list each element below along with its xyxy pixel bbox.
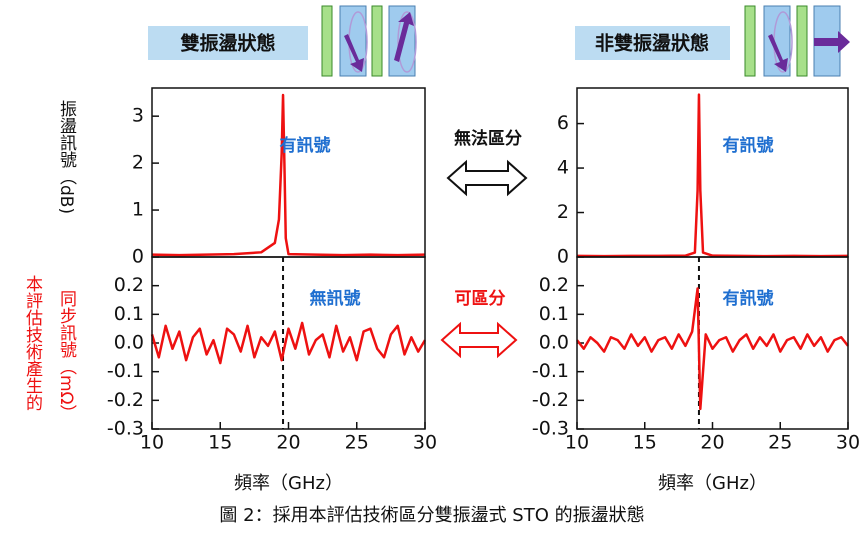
compare-top: 無法區分 bbox=[454, 128, 522, 149]
x-axis-label: 頻率（GHz） bbox=[658, 473, 767, 494]
y-tick-label: -0.3 bbox=[532, 418, 569, 440]
y-tick-label: -0.3 bbox=[107, 418, 144, 440]
y-tick-label: -0.1 bbox=[107, 360, 144, 382]
double-arrow bbox=[446, 159, 528, 197]
x-tick-label: 25 bbox=[768, 432, 792, 454]
y-tick-label: 0.0 bbox=[114, 332, 144, 354]
annotation: 有訊號 bbox=[723, 288, 774, 309]
y-tick-label: 4 bbox=[557, 157, 569, 179]
y-tick-label: 0.1 bbox=[114, 303, 144, 325]
y-tick-label: 1 bbox=[132, 199, 144, 221]
y-tick-label: 2 bbox=[557, 201, 569, 223]
y-tick-label: 0.2 bbox=[539, 274, 569, 296]
data-line bbox=[151, 93, 426, 257]
y-tick-label: 6 bbox=[557, 112, 569, 134]
header-box bbox=[575, 26, 730, 60]
x-axis-label: 頻率（GHz） bbox=[234, 473, 343, 494]
y-tick-label: 0.1 bbox=[539, 303, 569, 325]
x-tick-label: 10 bbox=[140, 432, 164, 454]
annotation: 無訊號 bbox=[310, 288, 361, 309]
y-label-top: 振盪訊號（dB) bbox=[56, 100, 77, 214]
x-tick-label: 15 bbox=[633, 432, 657, 454]
header-box bbox=[148, 26, 308, 60]
annotation: 有訊號 bbox=[280, 135, 331, 156]
caption: 圖 2：採用本評估技術區分雙振盪式 STO 的振盪狀態 bbox=[219, 505, 644, 526]
header-right: 非雙振盪狀態 bbox=[595, 32, 709, 55]
y-tick-label: -0.2 bbox=[532, 389, 569, 411]
x-tick-label: 30 bbox=[836, 432, 860, 454]
y-tick-label: 0.0 bbox=[539, 332, 569, 354]
y-label-bottom: 本評估技術產生的 bbox=[22, 275, 43, 412]
header-left: 雙振盪狀態 bbox=[180, 32, 275, 55]
plot-frame bbox=[576, 87, 849, 258]
icon-right bbox=[744, 5, 850, 77]
y-tick-label: 0.2 bbox=[114, 274, 144, 296]
x-tick-label: 25 bbox=[345, 432, 369, 454]
y-tick-label: 0 bbox=[557, 246, 569, 268]
x-tick-label: 20 bbox=[700, 432, 724, 454]
plot-frame bbox=[151, 87, 426, 258]
y-label-bottom: 同步訊號（mΩ） bbox=[56, 290, 77, 422]
data-line bbox=[576, 93, 849, 258]
compare-bottom: 可區分 bbox=[455, 289, 506, 309]
plot-frame bbox=[576, 256, 849, 430]
icon-left bbox=[321, 5, 417, 77]
annotation: 有訊號 bbox=[723, 135, 774, 156]
data-line bbox=[150, 321, 427, 365]
data-line bbox=[576, 287, 849, 411]
x-tick-label: 10 bbox=[565, 432, 589, 454]
y-tick-label: 3 bbox=[132, 105, 144, 127]
x-tick-label: 30 bbox=[413, 432, 437, 454]
y-tick-label: -0.1 bbox=[532, 360, 569, 382]
double-arrow bbox=[440, 321, 518, 359]
y-tick-label: -0.2 bbox=[107, 389, 144, 411]
x-tick-label: 15 bbox=[208, 432, 232, 454]
y-tick-label: 0 bbox=[132, 246, 144, 268]
y-tick-label: 2 bbox=[132, 152, 144, 174]
x-tick-label: 20 bbox=[276, 432, 300, 454]
plot-frame bbox=[151, 256, 426, 430]
